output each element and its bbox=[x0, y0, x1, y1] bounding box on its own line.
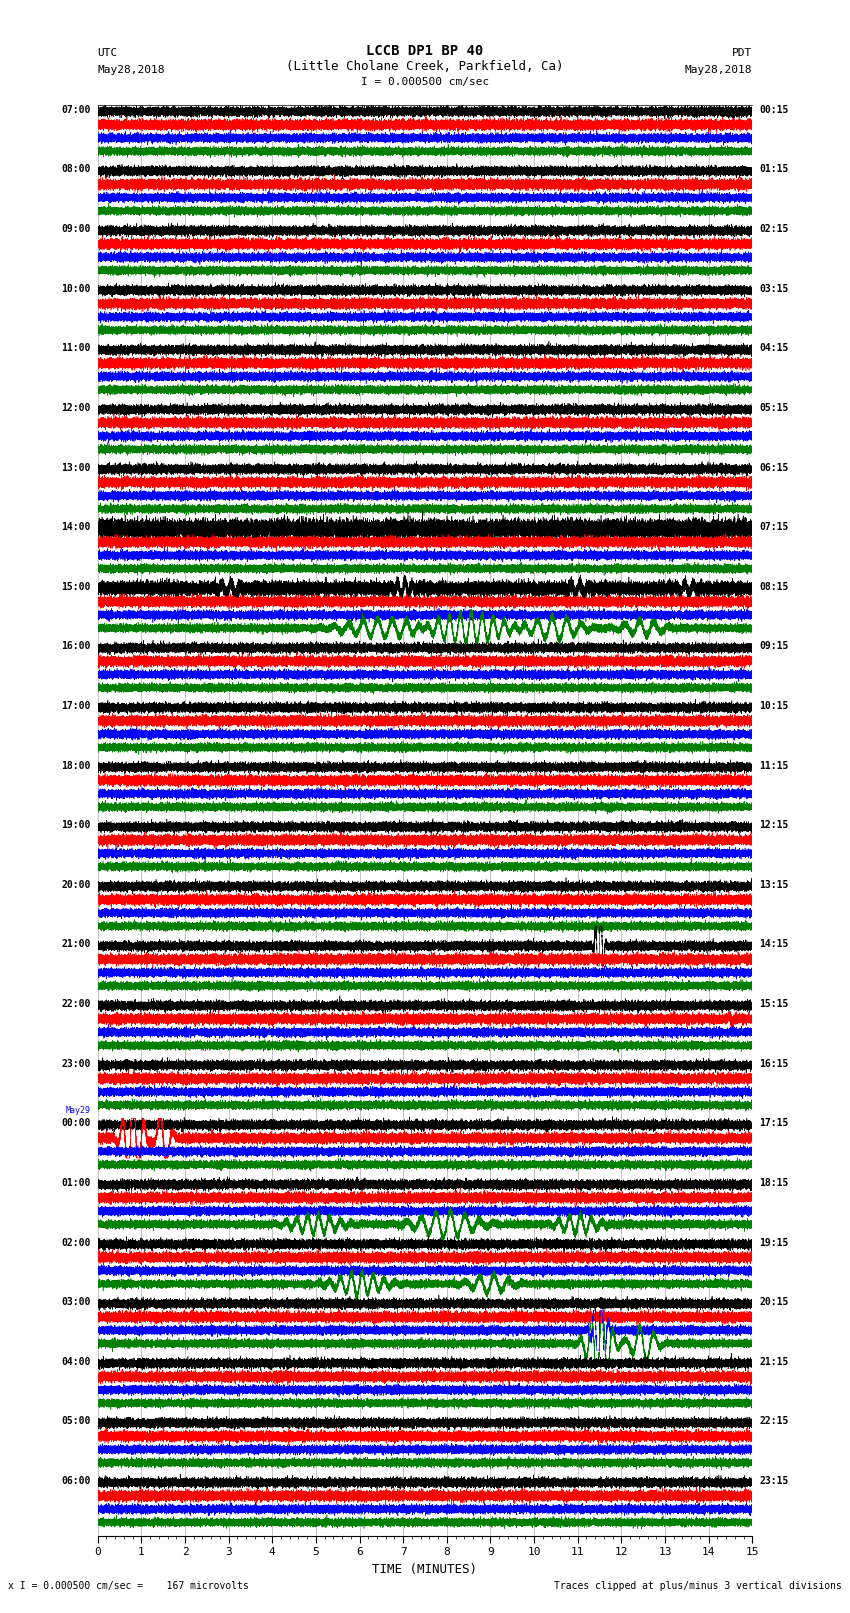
Text: 02:00: 02:00 bbox=[61, 1237, 91, 1247]
Text: May28,2018: May28,2018 bbox=[98, 65, 165, 74]
Text: 09:15: 09:15 bbox=[759, 642, 789, 652]
Text: 23:00: 23:00 bbox=[61, 1058, 91, 1069]
Text: 10:00: 10:00 bbox=[61, 284, 91, 294]
Text: 04:00: 04:00 bbox=[61, 1357, 91, 1366]
Text: 09:00: 09:00 bbox=[61, 224, 91, 234]
Text: 14:00: 14:00 bbox=[61, 523, 91, 532]
Text: 16:00: 16:00 bbox=[61, 642, 91, 652]
Text: 20:00: 20:00 bbox=[61, 879, 91, 890]
Text: 01:15: 01:15 bbox=[759, 165, 789, 174]
Text: x I = 0.000500 cm/sec =    167 microvolts: x I = 0.000500 cm/sec = 167 microvolts bbox=[8, 1581, 249, 1590]
Text: 12:00: 12:00 bbox=[61, 403, 91, 413]
Text: 19:00: 19:00 bbox=[61, 821, 91, 831]
Text: 19:15: 19:15 bbox=[759, 1237, 789, 1247]
Text: May28,2018: May28,2018 bbox=[685, 65, 752, 74]
Text: LCCB DP1 BP 40: LCCB DP1 BP 40 bbox=[366, 44, 484, 58]
Text: 02:15: 02:15 bbox=[759, 224, 789, 234]
Text: 04:15: 04:15 bbox=[759, 344, 789, 353]
Text: I = 0.000500 cm/sec: I = 0.000500 cm/sec bbox=[361, 77, 489, 87]
Text: 00:15: 00:15 bbox=[759, 105, 789, 115]
Text: 22:15: 22:15 bbox=[759, 1416, 789, 1426]
Text: Traces clipped at plus/minus 3 vertical divisions: Traces clipped at plus/minus 3 vertical … bbox=[553, 1581, 842, 1590]
Text: 18:00: 18:00 bbox=[61, 761, 91, 771]
Text: 01:00: 01:00 bbox=[61, 1177, 91, 1187]
Text: 06:00: 06:00 bbox=[61, 1476, 91, 1486]
Text: 06:15: 06:15 bbox=[759, 463, 789, 473]
Text: 08:15: 08:15 bbox=[759, 582, 789, 592]
Text: 07:00: 07:00 bbox=[61, 105, 91, 115]
Text: 17:00: 17:00 bbox=[61, 702, 91, 711]
Text: 16:15: 16:15 bbox=[759, 1058, 789, 1069]
Text: 11:15: 11:15 bbox=[759, 761, 789, 771]
Text: 18:15: 18:15 bbox=[759, 1177, 789, 1187]
Text: 05:15: 05:15 bbox=[759, 403, 789, 413]
Text: 13:00: 13:00 bbox=[61, 463, 91, 473]
Text: 03:15: 03:15 bbox=[759, 284, 789, 294]
Text: 00:00: 00:00 bbox=[61, 1118, 91, 1127]
Text: 20:15: 20:15 bbox=[759, 1297, 789, 1307]
Text: PDT: PDT bbox=[732, 48, 752, 58]
Text: 12:15: 12:15 bbox=[759, 821, 789, 831]
Text: 14:15: 14:15 bbox=[759, 939, 789, 950]
Text: 17:15: 17:15 bbox=[759, 1118, 789, 1127]
Text: 11:00: 11:00 bbox=[61, 344, 91, 353]
Text: 15:15: 15:15 bbox=[759, 998, 789, 1010]
Text: 03:00: 03:00 bbox=[61, 1297, 91, 1307]
X-axis label: TIME (MINUTES): TIME (MINUTES) bbox=[372, 1563, 478, 1576]
Text: 10:15: 10:15 bbox=[759, 702, 789, 711]
Text: 08:00: 08:00 bbox=[61, 165, 91, 174]
Text: 23:15: 23:15 bbox=[759, 1476, 789, 1486]
Text: 13:15: 13:15 bbox=[759, 879, 789, 890]
Text: May29: May29 bbox=[66, 1107, 91, 1115]
Text: (Little Cholane Creek, Parkfield, Ca): (Little Cholane Creek, Parkfield, Ca) bbox=[286, 60, 564, 73]
Text: 05:00: 05:00 bbox=[61, 1416, 91, 1426]
Text: 15:00: 15:00 bbox=[61, 582, 91, 592]
Text: 21:15: 21:15 bbox=[759, 1357, 789, 1366]
Text: UTC: UTC bbox=[98, 48, 118, 58]
Text: 21:00: 21:00 bbox=[61, 939, 91, 950]
Text: 22:00: 22:00 bbox=[61, 998, 91, 1010]
Text: 07:15: 07:15 bbox=[759, 523, 789, 532]
